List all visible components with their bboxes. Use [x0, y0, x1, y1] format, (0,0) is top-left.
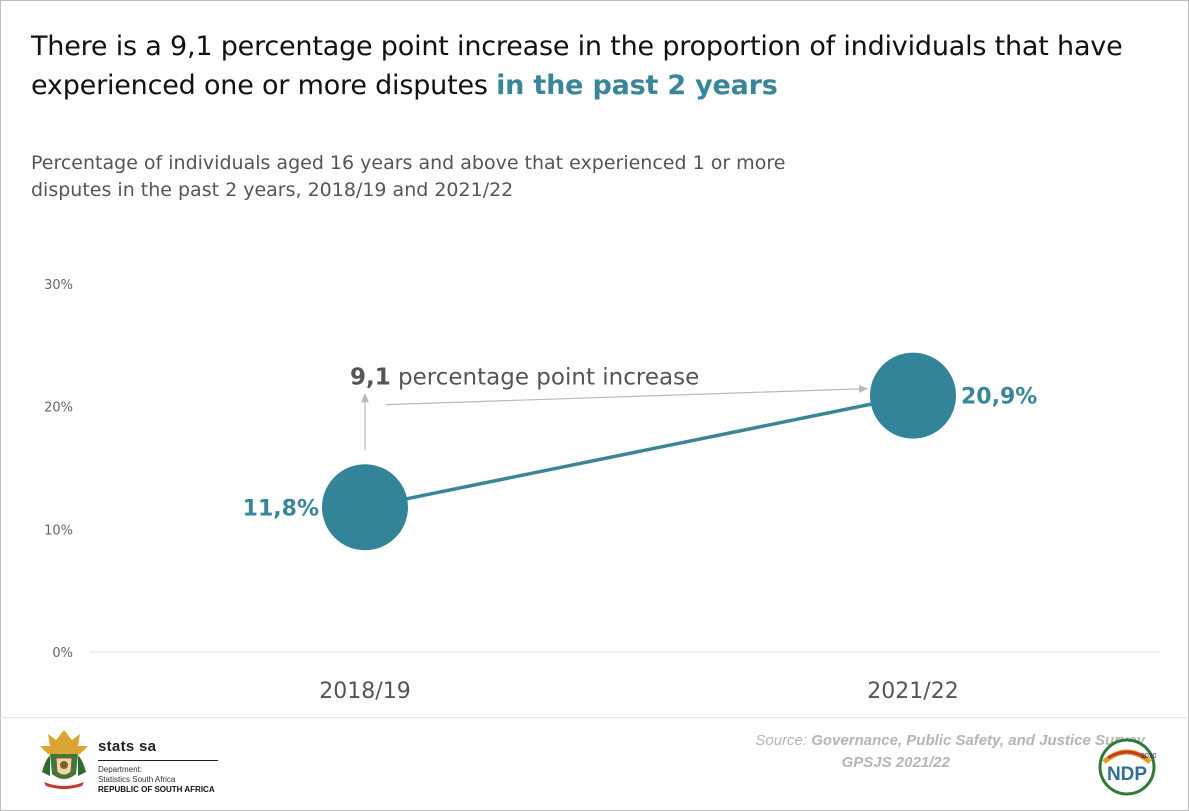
data-label: 11,8%: [243, 496, 319, 521]
headline: There is a 9,1 percentage point increase…: [31, 27, 1151, 105]
y-tick-label: 30%: [44, 278, 73, 293]
y-tick-label: 0%: [52, 646, 73, 661]
dept-line-2: Statistics South Africa: [98, 775, 176, 784]
ndp-text: NDP: [1107, 764, 1147, 785]
y-tick-label: 20%: [44, 401, 73, 416]
org-name: stats sa: [98, 738, 218, 761]
country-name: REPUBLIC OF SOUTH AFRICA: [98, 785, 215, 794]
stats-sa-logo: stats sa Department: Statistics South Af…: [36, 728, 236, 798]
x-axis: 2018/19 2021/22: [319, 679, 958, 704]
annotation-value: 9,1: [350, 365, 391, 391]
headline-highlight: in the past 2 years: [496, 70, 778, 101]
data-point-marker: [322, 464, 408, 551]
data-label: 20,9%: [961, 385, 1037, 410]
footer-divider: [0, 717, 1189, 718]
ndp-2030-logo: 2030 NDP: [1098, 738, 1156, 796]
headline-text: There is a 9,1 percentage point increase…: [31, 31, 1123, 101]
annotation-text: 9,1 percentage point increase: [350, 365, 699, 391]
ndp-year: 2030: [1141, 753, 1156, 760]
source-title: Governance, Public Safety, and Justice S…: [811, 732, 1145, 749]
x-tick-label: 2018/19: [319, 679, 410, 704]
source-code: GPSJS 2021/22: [841, 754, 950, 771]
source-prefix: Source:: [755, 732, 812, 749]
chart-subtitle: Percentage of individuals aged 16 years …: [31, 152, 786, 201]
source-note: Source: Governance, Public Safety, and J…: [560, 730, 1145, 774]
dept-line-1: Department:: [98, 765, 143, 774]
data-point-marker: [870, 352, 956, 439]
coat-of-arms-icon: [40, 730, 88, 789]
increase-annotation: 9,1 percentage point increase: [350, 365, 868, 451]
y-axis: 0% 10% 20% 30%: [44, 278, 73, 661]
annotation-arrow-right: [385, 384, 868, 406]
y-tick-label: 10%: [44, 523, 73, 538]
annotation-label: percentage point increase: [391, 365, 699, 391]
data-points: 11,8% 20,9%: [243, 352, 1037, 551]
series-line: [364, 393, 914, 509]
x-tick-label: 2021/22: [867, 679, 958, 704]
